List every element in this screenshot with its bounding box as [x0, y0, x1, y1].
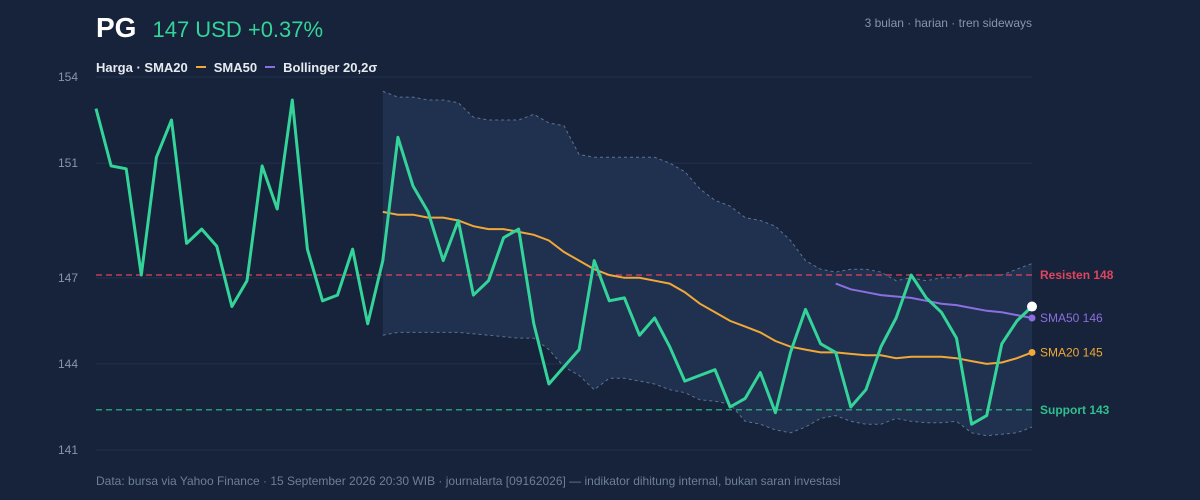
y-tick-label: 141 — [58, 443, 78, 457]
sma50-end-label: SMA50 146 — [1040, 311, 1103, 325]
y-tick-label: 151 — [58, 156, 78, 170]
legend-sma50-swatch — [265, 65, 276, 68]
ticker-symbol: PG — [96, 12, 137, 43]
legend-bollinger: Bollinger 20,2σ — [283, 60, 378, 75]
price-change: 147 USD +0.37% — [152, 17, 324, 42]
chart-legend: Harga · SMA20 SMA50 Bollinger 20,2σ — [96, 60, 377, 75]
legend-sma20-swatch — [195, 65, 206, 68]
resistance-label: Resisten 148 — [1040, 268, 1114, 282]
chart-meta: 3 bulan · harian · tren sideways — [864, 16, 1032, 30]
y-tick-label: 144 — [58, 357, 78, 371]
sma20-end-marker — [1028, 348, 1036, 356]
sma50-line — [835, 282, 1033, 319]
legend-price-sma20: Harga · SMA20 — [96, 60, 188, 75]
sma20-line — [382, 210, 1033, 365]
y-tick-label: 154 — [58, 70, 78, 84]
sma20-end-label: SMA20 145 — [1040, 345, 1103, 359]
bollinger-upper-line — [382, 90, 1033, 282]
price-line — [94, 98, 1034, 426]
price-end-marker — [1027, 301, 1037, 312]
sma50-end-marker — [1028, 314, 1036, 322]
chart-footer: Data: bursa via Yahoo Finance · 15 Septe… — [96, 474, 841, 488]
legend-sma50: SMA50 — [213, 60, 258, 75]
y-tick-label: 147 — [58, 271, 78, 285]
bollinger-lower-line — [382, 331, 1033, 437]
support-label: Support 143 — [1040, 403, 1110, 417]
bollinger-band-area — [382, 91, 1032, 436]
chart-header: PG 147 USD +0.37% — [96, 12, 323, 44]
